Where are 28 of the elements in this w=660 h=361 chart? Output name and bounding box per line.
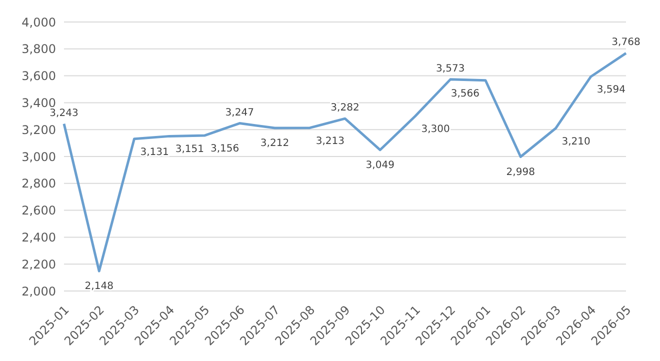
- data-label: 3,243: [50, 108, 78, 119]
- y-tick-label: 2,000: [22, 284, 56, 298]
- data-label: 3,594: [596, 84, 626, 96]
- y-tick-label: 3,200: [22, 122, 56, 137]
- data-label: 3,768: [612, 37, 640, 48]
- data-label: 2,148: [84, 281, 114, 292]
- data-label: 3,566: [450, 88, 480, 100]
- data-label: 3,282: [330, 102, 360, 114]
- data-label: 3,210: [562, 136, 590, 148]
- data-label: 3,247: [225, 107, 254, 118]
- y-tick-label: 3,400: [22, 96, 56, 110]
- data-label: 3,212: [260, 138, 290, 149]
- data-label: 3,573: [436, 63, 465, 74]
- y-tick-label: 3,800: [22, 42, 56, 56]
- data-label: 3,156: [210, 144, 240, 155]
- data-label: 3,049: [366, 160, 394, 171]
- data-label: 3,300: [421, 124, 450, 136]
- data-label: 2,998: [506, 166, 535, 178]
- data-label: 3,151: [175, 144, 204, 156]
- y-tick-label: 2,800: [22, 176, 56, 191]
- y-tick-label: 4,000: [22, 15, 56, 30]
- y-tick-label: 2,600: [22, 204, 56, 218]
- y-tick-label: 2,400: [22, 230, 56, 244]
- y-tick-label: 3,000: [22, 150, 56, 164]
- y-tick-label: 3,600: [22, 69, 56, 84]
- data-label: 3,213: [316, 136, 345, 147]
- data-label: 3,131: [140, 146, 169, 158]
- y-tick-label: 2,200: [22, 257, 56, 272]
